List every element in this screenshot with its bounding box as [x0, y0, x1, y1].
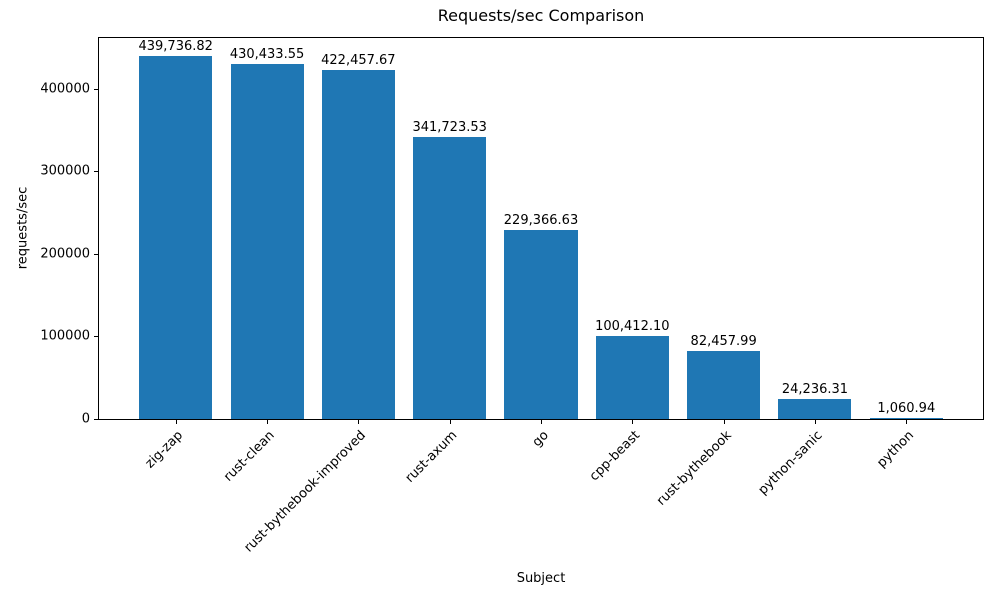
bar [413, 137, 487, 419]
x-tick-label: python [874, 428, 917, 471]
bar [595, 336, 669, 419]
bar-value-label: 341,723.53 [412, 120, 487, 136]
x-tick-label: go [529, 428, 552, 451]
x-tick-label: rust-bythebook [653, 428, 735, 509]
y-tick-mark [94, 336, 98, 338]
bar [230, 63, 304, 419]
x-tick-mark [267, 420, 269, 424]
x-axis-label: Subject [516, 571, 566, 586]
bar-value-label: 430,433.55 [229, 46, 305, 62]
x-tick-mark [541, 420, 542, 424]
x-tick-mark [723, 420, 725, 424]
chart-title: Requests/sec Comparison [437, 6, 645, 25]
x-tick-label: zig-zap [142, 428, 187, 472]
x-tick-label: rust-clean [221, 428, 278, 485]
y-tick-mark [94, 171, 98, 173]
x-tick-label: cpp-beast [586, 428, 643, 485]
y-tick-label: 200000 [40, 246, 90, 262]
plot-area: 439,736.82 zig-zap 430,433.55 rust-clean 422… [40, 37, 984, 555]
x-tick-label: python-sanic [755, 428, 826, 498]
bar [687, 350, 761, 419]
bar [321, 70, 395, 419]
bar-value-label: 82,457.99 [690, 333, 757, 349]
x-tick-mark [449, 420, 451, 424]
bar-value-label: 229,366.63 [503, 212, 579, 228]
y-tick-label: 0 [81, 411, 90, 427]
y-tick-label: 300000 [40, 163, 90, 179]
x-tick-mark [175, 420, 177, 424]
y-tick-mark [94, 88, 98, 90]
bar [504, 229, 578, 419]
bar-value-label: 439,736.82 [138, 39, 213, 55]
bar [869, 418, 943, 419]
x-tick-mark [632, 420, 634, 424]
bar-value-label: 24,236.31 [781, 382, 849, 398]
x-tick-label: rust-axum [402, 428, 461, 486]
bar-value-label: 1,060.94 [877, 401, 936, 416]
bar [778, 399, 852, 419]
y-tick-label: 100000 [40, 328, 90, 344]
bar [139, 56, 213, 419]
x-tick-mark [814, 420, 816, 424]
y-tick-mark [94, 419, 98, 420]
y-tick-mark [94, 253, 98, 255]
bar-value-label: 422,457.67 [321, 53, 396, 69]
bar-value-label: 100,412.10 [595, 319, 670, 335]
y-axis-label: requests/sec [15, 186, 31, 270]
y-tick-label: 400000 [40, 81, 90, 97]
x-tick-mark [906, 420, 908, 424]
x-tick-mark [358, 420, 360, 424]
